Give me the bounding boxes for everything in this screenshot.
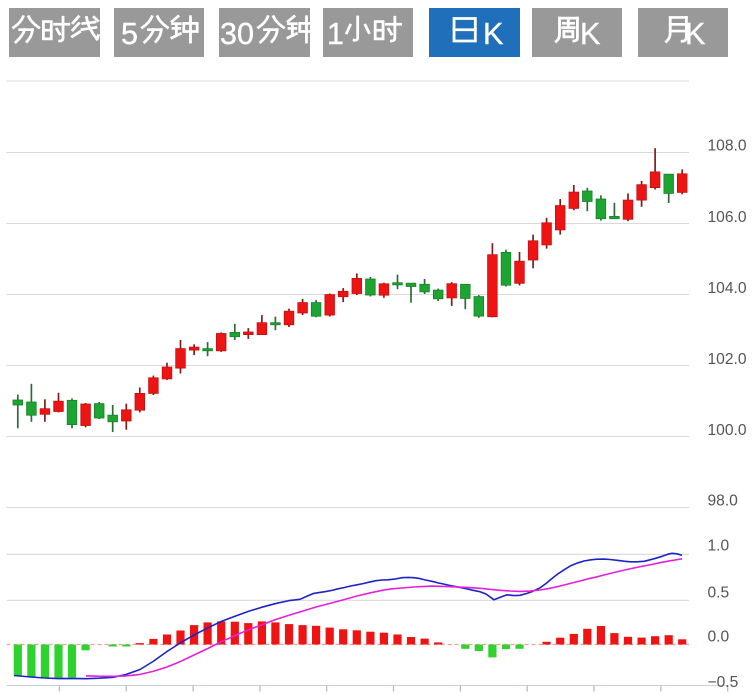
svg-text:1.0: 1.0 <box>708 538 730 555</box>
svg-text:K: K <box>483 17 503 51</box>
svg-text:−0.5: −0.5 <box>708 674 739 691</box>
svg-text:98.0: 98.0 <box>708 493 739 510</box>
svg-text:30: 30 <box>220 17 254 51</box>
svg-text:104.0: 104.0 <box>708 280 747 297</box>
svg-text:108.0: 108.0 <box>708 138 747 155</box>
svg-text:1: 1 <box>327 17 344 51</box>
svg-text:5: 5 <box>121 17 138 51</box>
svg-text:K: K <box>580 17 600 51</box>
svg-text:0.0: 0.0 <box>708 629 730 646</box>
svg-text:100.0: 100.0 <box>708 422 747 439</box>
svg-text:K: K <box>685 17 705 51</box>
svg-text:106.0: 106.0 <box>708 209 747 226</box>
svg-text:0.5: 0.5 <box>708 584 730 601</box>
svg-text:102.0: 102.0 <box>708 351 747 368</box>
